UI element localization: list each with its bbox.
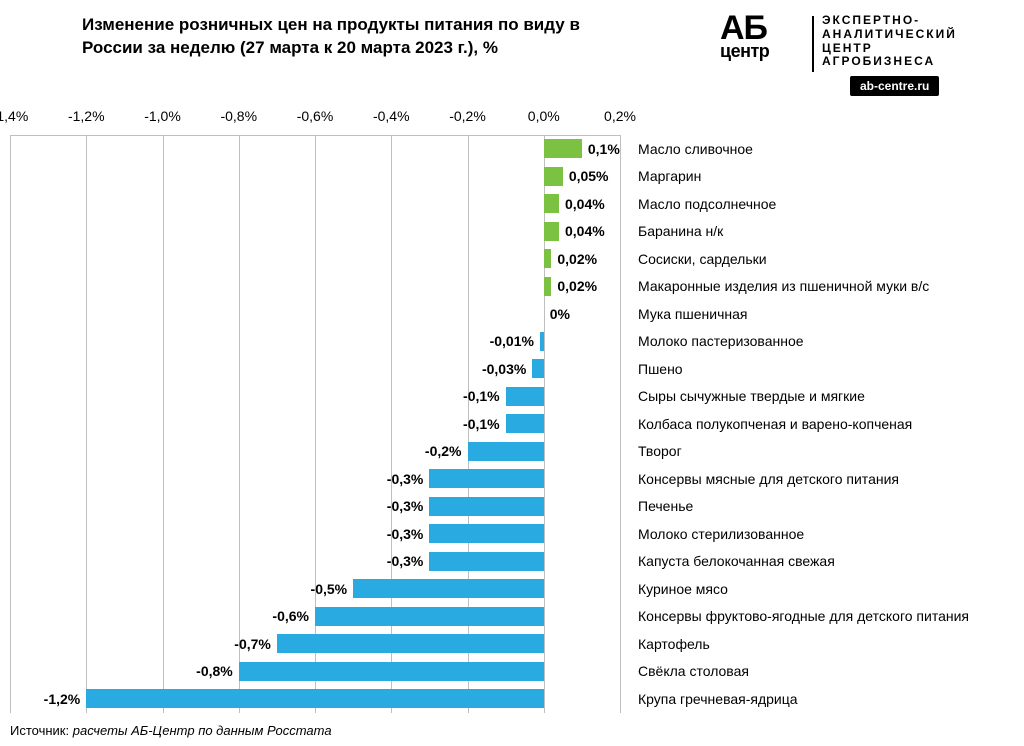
- x-tick-label: -1,0%: [144, 108, 181, 124]
- logo-tagline-2: АНАЛИТИЧЕСКИЙ: [822, 28, 1002, 42]
- header: Изменение розничных цен на продукты пита…: [0, 14, 1024, 104]
- category-label: Консервы мясные для детского питания: [638, 471, 899, 487]
- gridline: [239, 135, 240, 713]
- bar-value-label: -0,1%: [463, 388, 500, 404]
- bar: [429, 469, 543, 488]
- category-label: Консервы фруктово-ягодные для детского п…: [638, 608, 969, 624]
- bar: [532, 359, 543, 378]
- page: Изменение розничных цен на продукты пита…: [0, 0, 1024, 746]
- bar-value-label: -0,7%: [234, 636, 271, 652]
- x-tick-label: -0,8%: [220, 108, 257, 124]
- bar: [544, 222, 559, 241]
- bar-value-label: -0,6%: [272, 608, 309, 624]
- category-label: Сосиски, сардельки: [638, 251, 767, 267]
- bar-value-label: -0,01%: [490, 333, 534, 349]
- chart-title: Изменение розничных цен на продукты пита…: [82, 14, 642, 60]
- gridline: [620, 135, 621, 713]
- bar: [315, 607, 544, 626]
- category-label: Капуста белокочанная свежая: [638, 553, 835, 569]
- bar-value-label: -0,2%: [425, 443, 462, 459]
- category-label: Молоко пастеризованное: [638, 333, 804, 349]
- category-label: Свёкла столовая: [638, 663, 749, 679]
- bar: [540, 332, 544, 351]
- bar-value-label: 0,02%: [557, 251, 597, 267]
- logo-divider: [812, 16, 814, 72]
- bar: [429, 497, 543, 516]
- bar-value-label: -0,3%: [387, 498, 424, 514]
- gridline: [10, 135, 11, 713]
- gridline: [163, 135, 164, 713]
- bar-value-label: 0,1%: [588, 141, 620, 157]
- bar-value-label: 0%: [550, 306, 570, 322]
- bar: [506, 414, 544, 433]
- bar-value-label: 0,04%: [565, 223, 605, 239]
- logo-tagline-4: АГРОБИЗНЕСА: [822, 55, 1002, 69]
- x-tick-label: -1,4%: [0, 108, 28, 124]
- logo-ab-text: АБ: [720, 14, 806, 43]
- x-tick-label: 0,0%: [528, 108, 560, 124]
- bar-value-label: -0,8%: [196, 663, 233, 679]
- bar-value-label: 0,04%: [565, 196, 605, 212]
- x-tick-label: -0,6%: [297, 108, 334, 124]
- category-label: Масло подсолнечное: [638, 196, 776, 212]
- category-label: Баранина н/к: [638, 223, 723, 239]
- x-tick-label: -0,4%: [373, 108, 410, 124]
- category-label: Макаронные изделия из пшеничной муки в/с: [638, 278, 929, 294]
- bar-value-label: -0,3%: [387, 471, 424, 487]
- bar-value-label: -0,3%: [387, 553, 424, 569]
- x-tick-label: -1,2%: [68, 108, 105, 124]
- logo-tagline-1: ЭКСПЕРТНО-: [822, 14, 1002, 28]
- category-label: Колбаса полукопченая и варено-копченая: [638, 416, 912, 432]
- bar: [544, 167, 563, 186]
- gridline: [391, 135, 392, 713]
- category-label: Печенье: [638, 498, 693, 514]
- bar-value-label: -0,1%: [463, 416, 500, 432]
- logo: АБ центр ЭКСПЕРТНО- АНАЛИТИЧЕСКИЙ ЦЕНТР …: [720, 14, 1000, 94]
- bar: [544, 194, 559, 213]
- logo-tagline-3: ЦЕНТР: [822, 42, 1002, 56]
- source-text: расчеты АБ-Центр по данным Росстата: [73, 723, 332, 738]
- category-label: Масло сливочное: [638, 141, 753, 157]
- bar-value-label: -0,5%: [311, 581, 348, 597]
- category-label: Пшено: [638, 361, 683, 377]
- bar-value-label: 0,05%: [569, 168, 609, 184]
- x-axis: -1,4% -1,2% -1,0% -0,8% -0,6% -0,4% -0,2% 0,0% 0…: [0, 108, 1024, 128]
- chart-area: 0,1% Масло сливочное 0,05% Маргарин 0,04% Мас…: [0, 135, 1024, 713]
- category-label: Молоко стерилизованное: [638, 526, 804, 542]
- category-label: Картофель: [638, 636, 710, 652]
- bar: [353, 579, 544, 598]
- category-label: Куриное мясо: [638, 581, 728, 597]
- logo-mark: АБ центр: [720, 14, 806, 76]
- bar: [468, 442, 544, 461]
- bar: [544, 139, 582, 158]
- bar: [506, 387, 544, 406]
- bar-value-label: -0,3%: [387, 526, 424, 542]
- bar-value-label: -1,2%: [44, 691, 81, 707]
- x-tick-label: 0,2%: [604, 108, 636, 124]
- logo-tagline: ЭКСПЕРТНО- АНАЛИТИЧЕСКИЙ ЦЕНТР АГРОБИЗНЕ…: [822, 14, 1002, 69]
- bar: [277, 634, 544, 653]
- gridline: [315, 135, 316, 713]
- logo-url-badge: ab-centre.ru: [850, 76, 939, 96]
- bar-value-label: 0,02%: [557, 278, 597, 294]
- category-label: Сыры сычужные твердые и мягкие: [638, 388, 865, 404]
- bar: [429, 524, 543, 543]
- category-label: Мука пшеничная: [638, 306, 747, 322]
- category-label: Крупа гречневая-ядрица: [638, 691, 798, 707]
- x-tick-label: -0,2%: [449, 108, 486, 124]
- source-line: Источник: расчеты АБ-Центр по данным Рос…: [10, 723, 332, 738]
- bar: [86, 689, 544, 708]
- logo-centre-text: центр: [720, 41, 806, 62]
- category-label: Творог: [638, 443, 682, 459]
- category-label: Маргарин: [638, 168, 701, 184]
- bar: [544, 249, 552, 268]
- source-prefix: Источник:: [10, 723, 69, 738]
- bar: [429, 552, 543, 571]
- bar: [239, 662, 544, 681]
- bar: [544, 277, 552, 296]
- gridline: [86, 135, 87, 713]
- bar-value-label: -0,03%: [482, 361, 526, 377]
